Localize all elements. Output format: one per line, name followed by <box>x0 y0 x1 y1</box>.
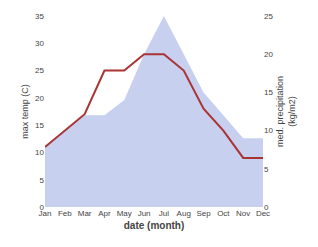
svg-text:Feb: Feb <box>58 209 72 218</box>
svg-text:30: 30 <box>35 39 44 48</box>
svg-text:med. precipitation(kg/m2): med. precipitation(kg/m2) <box>275 76 297 147</box>
svg-text:15: 15 <box>264 88 273 97</box>
svg-text:25: 25 <box>35 66 44 75</box>
svg-text:Jun: Jun <box>138 209 151 218</box>
svg-text:max temp (C): max temp (C) <box>20 84 30 139</box>
svg-text:35: 35 <box>35 12 44 21</box>
svg-text:15: 15 <box>35 121 44 130</box>
svg-text:Apr: Apr <box>98 209 111 218</box>
svg-text:Dec: Dec <box>256 209 270 218</box>
svg-text:0: 0 <box>40 203 45 212</box>
svg-text:May: May <box>117 209 132 218</box>
svg-text:20: 20 <box>264 50 273 59</box>
svg-text:date (month): date (month) <box>124 220 185 231</box>
svg-text:Nov: Nov <box>236 209 250 218</box>
svg-text:Jul: Jul <box>159 209 169 218</box>
svg-text:5: 5 <box>40 176 45 185</box>
svg-text:Mar: Mar <box>78 209 92 218</box>
svg-text:10: 10 <box>35 148 44 157</box>
svg-text:Jan: Jan <box>39 209 52 218</box>
svg-text:10: 10 <box>264 126 273 135</box>
svg-text:25: 25 <box>264 12 273 21</box>
svg-text:Aug: Aug <box>177 209 191 218</box>
svg-text:Sep: Sep <box>196 209 211 218</box>
svg-text:20: 20 <box>35 94 44 103</box>
svg-text:Oct: Oct <box>217 209 230 218</box>
svg-text:5: 5 <box>264 165 269 174</box>
svg-text:0: 0 <box>264 203 269 212</box>
